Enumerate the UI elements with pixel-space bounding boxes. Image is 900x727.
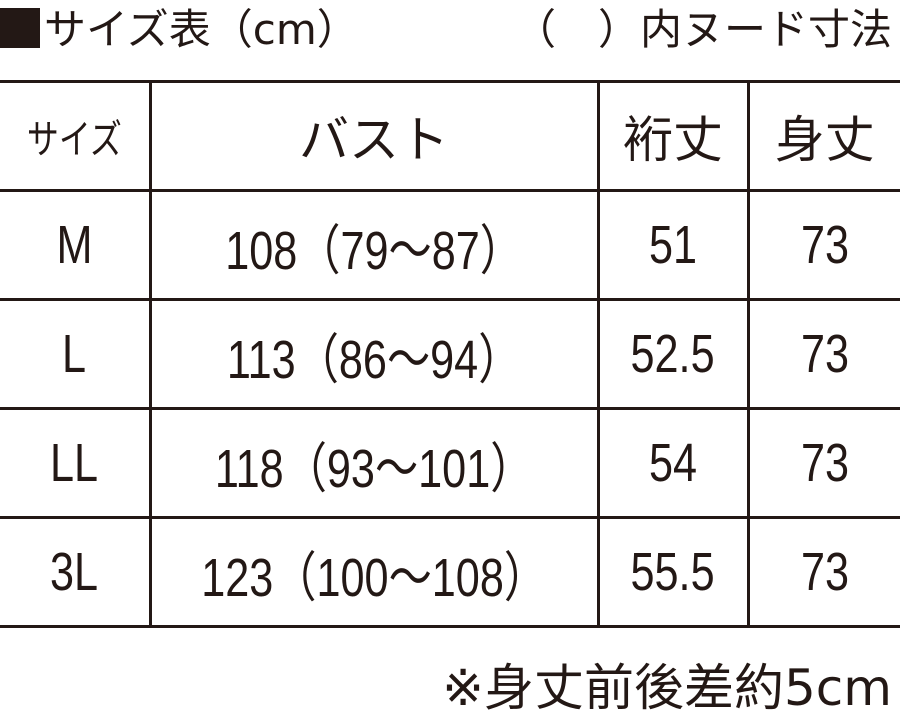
header-size: サイズ <box>0 80 152 192</box>
bust-cell: 118（93〜101） <box>148 407 600 519</box>
header-length: 身丈 <box>746 80 900 192</box>
size-cell: LL <box>0 407 152 519</box>
chart-title: サイズ表（cm） <box>0 2 359 58</box>
table-row: M 108（79〜87） 51 73 <box>0 189 900 301</box>
table-row: 3L 123（100〜108） 55.5 73 <box>0 516 900 628</box>
header-sleeve: 裄丈 <box>596 80 750 192</box>
sleeve-cell: 52.5 <box>596 298 750 410</box>
nude-measurement-note: （ ）内ヌード寸法 <box>513 5 892 54</box>
size-cell: 3L <box>0 516 152 628</box>
length-cell: 73 <box>746 298 900 410</box>
table-row: LL 118（93〜101） 54 73 <box>0 407 900 519</box>
sleeve-cell: 54 <box>596 407 750 519</box>
size-table: サイズ バスト 裄丈 身丈 M 108（79〜87） 51 73 L 113（8… <box>0 80 900 628</box>
sleeve-cell: 55.5 <box>596 516 750 628</box>
square-bullet-icon <box>0 8 40 48</box>
bust-cell: 123（100〜108） <box>148 516 600 628</box>
header-row: サイズ バスト 裄丈 身丈 <box>0 80 900 192</box>
title-text: サイズ表（cm） <box>44 5 359 54</box>
length-cell: 73 <box>746 407 900 519</box>
footer-note: ※身丈前後差約5cm <box>442 659 892 717</box>
size-cell: L <box>0 298 152 410</box>
bust-cell: 113（86〜94） <box>148 298 600 410</box>
bust-cell: 108（79〜87） <box>148 189 600 301</box>
length-cell: 73 <box>746 189 900 301</box>
header-bust: バスト <box>148 80 600 192</box>
table-row: L 113（86〜94） 52.5 73 <box>0 298 900 410</box>
length-cell: 73 <box>746 516 900 628</box>
size-cell: M <box>0 189 152 301</box>
sleeve-cell: 51 <box>596 189 750 301</box>
